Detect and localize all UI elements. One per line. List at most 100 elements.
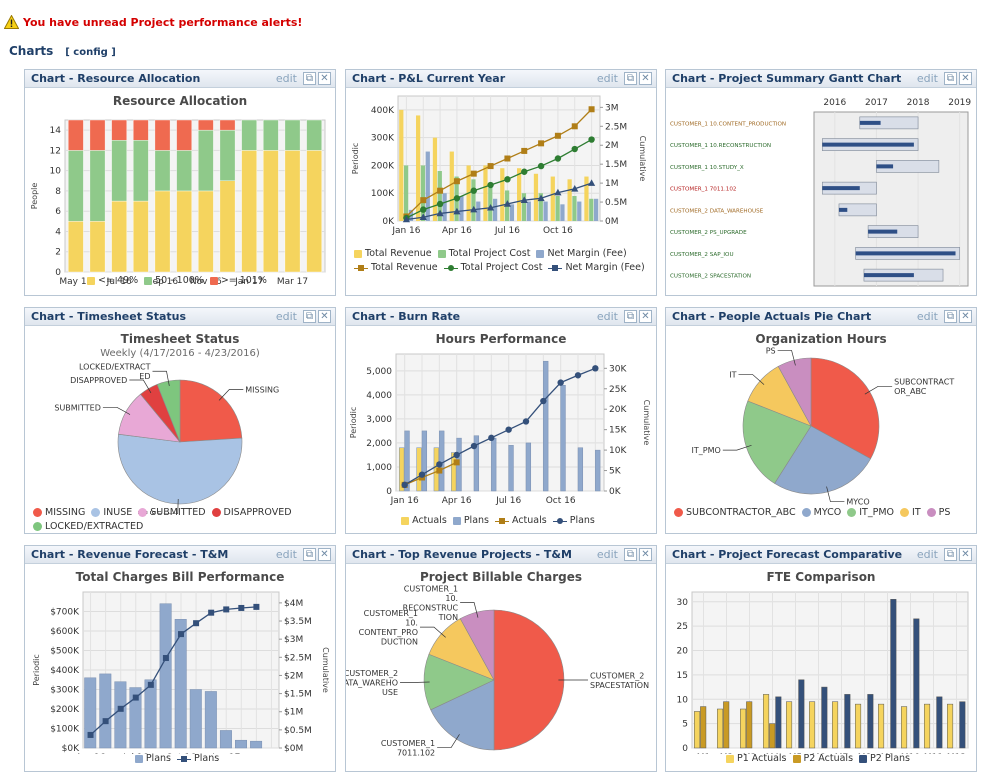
edit-link[interactable]: edit <box>596 310 618 323</box>
legend-item-total-project-cost[interactable]: Total Project Cost <box>437 247 530 261</box>
legend-item-p2-actuals[interactable]: P2 Actuals <box>792 752 853 766</box>
bar-net-margin-fee <box>459 196 464 221</box>
callout-label: IT_PMO <box>692 446 721 455</box>
y-tick-label: 2 <box>55 248 61 258</box>
maximize-icon[interactable]: ⧉ <box>624 72 637 85</box>
close-icon[interactable]: ✕ <box>318 548 331 561</box>
bar-plans <box>84 677 97 749</box>
callout-label-line: RECONSTRUC <box>403 603 459 612</box>
y-tick-label: $500K <box>50 647 80 657</box>
legend-swatch <box>926 508 936 517</box>
legend-item-missing[interactable]: MISSING <box>33 506 85 520</box>
maximize-icon[interactable]: ⧉ <box>624 310 637 323</box>
legend-item-plans[interactable]: Plans <box>452 514 489 528</box>
callout-line <box>777 350 796 366</box>
config-link[interactable]: [ config ] <box>65 47 116 58</box>
legend-item-actuals[interactable]: Actuals <box>401 514 447 528</box>
maximize-icon[interactable]: ⧉ <box>944 310 957 323</box>
alert-text[interactable]: You have unread Project performance aler… <box>23 15 303 29</box>
bar-49 <box>219 180 236 273</box>
panel-forecast-comparative: Chart - Project Forecast Comparative edi… <box>665 545 977 772</box>
resource-allocation-chart: 0 2 4 6 8 10 12 14 People May 16 Jul 16 Sep 16 Nov 1… <box>30 119 326 286</box>
point-total-revenue <box>538 140 545 147</box>
edit-link[interactable]: edit <box>916 310 938 323</box>
legend-item-101[interactable]: >= 101% <box>209 274 267 288</box>
close-icon[interactable]: ✕ <box>639 548 652 561</box>
panel-title: Chart - Project Summary Gantt Chart <box>672 72 902 85</box>
legend-item-p1-actuals[interactable]: P1 Actuals <box>726 752 787 766</box>
legend-item-p2-plans[interactable]: P2 Plans <box>859 752 910 766</box>
legend-item-50-100[interactable]: 50 - 100% <box>144 274 204 288</box>
bar-49 <box>89 221 106 273</box>
callout-line <box>864 385 893 395</box>
task-actual-bar <box>876 164 894 169</box>
maximize-icon[interactable]: ⧉ <box>303 310 316 323</box>
close-icon[interactable]: ✕ <box>639 72 652 85</box>
panel-title: Chart - People Actuals Pie Chart <box>672 310 872 323</box>
pl-chart: 0K 100K 200K 300K 400K 0M 0.5M 1M 1.5M 2M 2.5M 3M Pe… <box>351 95 647 236</box>
legend-item-locked-extracted[interactable]: LOCKED/EXTRACTED <box>33 520 143 534</box>
edit-link[interactable]: edit <box>916 548 938 561</box>
chart-title: Hours Performance <box>435 332 567 346</box>
bar-p2-plans <box>867 694 874 749</box>
legend-item-disapproved[interactable]: DISAPPROVED <box>211 506 292 520</box>
bar-101 <box>111 119 127 141</box>
legend-item-net-margin-fee[interactable]: Net Margin (Fee) <box>548 261 645 275</box>
legend-swatch <box>401 516 410 525</box>
close-icon[interactable]: ✕ <box>959 310 972 323</box>
edit-link[interactable]: edit <box>275 310 297 323</box>
legend-item-subcontractor-abc[interactable]: SUBCONTRACTOR_ABC <box>674 506 796 520</box>
legend-item-actuals[interactable]: Actuals <box>495 514 547 528</box>
point-net-margin-fee <box>453 207 461 215</box>
chart-title: Project Billable Charges <box>419 570 583 584</box>
edit-link[interactable]: edit <box>275 548 297 561</box>
legend-item-inuse[interactable]: INUSE <box>91 506 132 520</box>
edit-link[interactable]: edit <box>596 548 618 561</box>
close-icon[interactable]: ✕ <box>318 72 331 85</box>
panel-header: Chart - Resource Allocation edit ⧉ ✕ <box>25 70 335 88</box>
legend-item-it[interactable]: IT <box>900 506 921 520</box>
callout-label-line: USE <box>382 688 398 697</box>
close-icon[interactable]: ✕ <box>959 72 972 85</box>
legend-item-net-margin-fee[interactable]: Net Margin (Fee) <box>536 247 627 261</box>
legend-item-49[interactable]: <= 49% <box>87 274 138 288</box>
bar-net-margin-fee <box>560 204 565 221</box>
close-icon[interactable]: ✕ <box>959 548 972 561</box>
callout-label-line: SUBCONTRACT <box>894 378 954 387</box>
charts-section-header: Charts [ config ] <box>9 44 116 58</box>
bar-actuals <box>416 447 422 492</box>
bar-101 <box>154 119 171 151</box>
legend-item-plans[interactable]: Plans <box>134 752 171 766</box>
legend-item-total-revenue[interactable]: Total Revenue <box>354 261 438 275</box>
edit-link[interactable]: edit <box>275 72 297 85</box>
bar-total-project-cost <box>404 165 409 221</box>
maximize-icon[interactable]: ⧉ <box>944 72 957 85</box>
edit-link[interactable]: edit <box>596 72 618 85</box>
point-total-project-cost <box>571 145 578 153</box>
legend-item-submitted[interactable]: SUBMITTED <box>138 506 206 520</box>
legend-swatch <box>792 754 801 763</box>
point-net-margin-fee <box>587 179 596 186</box>
y-tick-label: 300K <box>371 134 395 144</box>
legend-item-ps[interactable]: PS <box>926 506 950 520</box>
bar-plans <box>235 739 247 749</box>
close-icon[interactable]: ✕ <box>639 310 652 323</box>
legend-item-plans[interactable]: Plans <box>177 752 219 766</box>
callout-line <box>460 602 479 618</box>
close-icon[interactable]: ✕ <box>318 310 331 323</box>
legend-item-total-project-cost[interactable]: Total Project Cost <box>443 261 542 275</box>
legend-item-it-pmo[interactable]: IT_PMO <box>847 506 894 520</box>
maximize-icon[interactable]: ⧉ <box>944 548 957 561</box>
callout-line <box>738 374 765 385</box>
bar-total-revenue <box>449 151 454 221</box>
gantt-chart: 2016 2017 2018 2019 CUSTOMER_1 10.CONTENT_PR… <box>670 98 971 287</box>
maximize-icon[interactable]: ⧉ <box>624 548 637 561</box>
maximize-icon[interactable]: ⧉ <box>303 548 316 561</box>
edit-link[interactable]: edit <box>916 72 938 85</box>
maximize-icon[interactable]: ⧉ <box>303 72 316 85</box>
point-plans <box>102 718 109 725</box>
legend-item-plans[interactable]: Plans <box>552 514 595 528</box>
legend-item-total-revenue[interactable]: Total Revenue <box>354 247 432 261</box>
legend-item-myco[interactable]: MYCO <box>801 506 841 520</box>
legend-swatch <box>138 508 148 517</box>
